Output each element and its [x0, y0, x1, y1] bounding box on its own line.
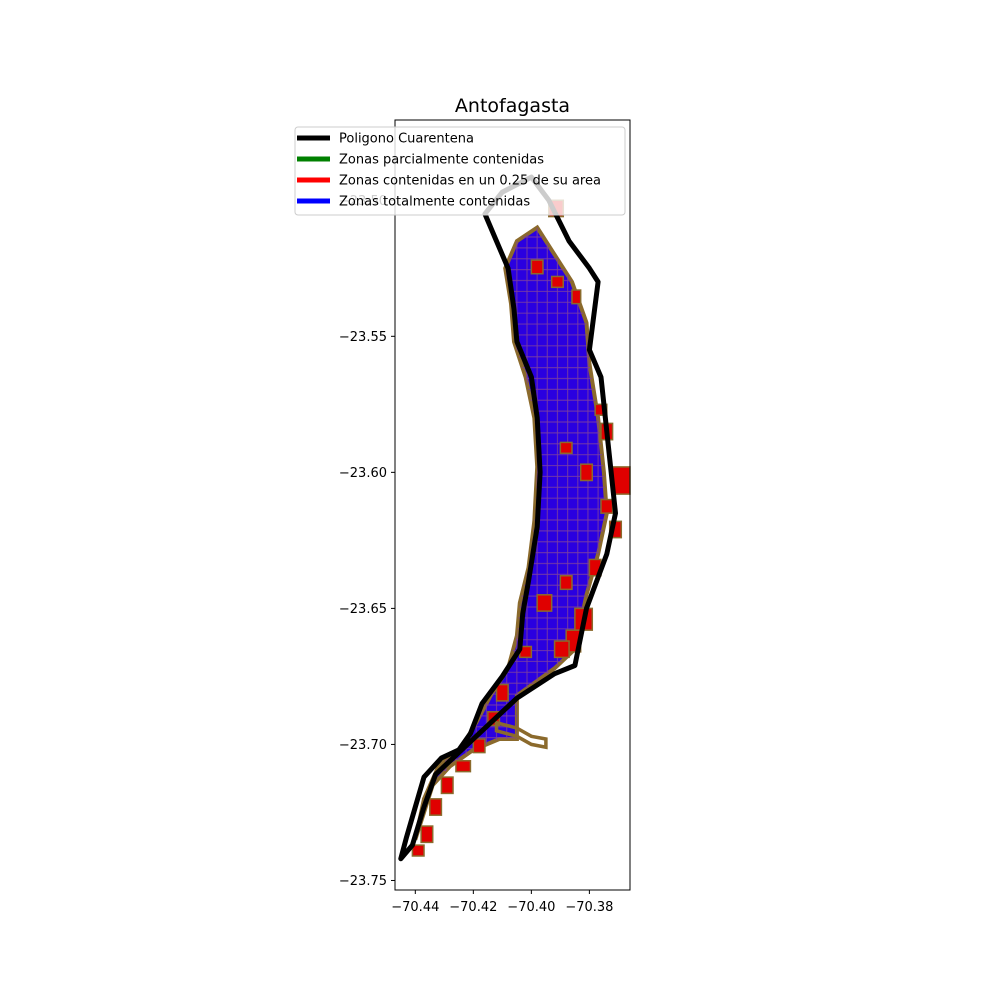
quarter-zone-26	[411, 844, 425, 857]
quarter-zone-7	[559, 441, 573, 455]
chart-title: Antofagasta	[455, 95, 570, 117]
quarter-zone-17	[553, 640, 570, 659]
x-tick-label: −70.42	[449, 900, 497, 915]
x-tick-label: −70.44	[391, 900, 439, 915]
legend: Poligono Cuarentena Zonas parcialmente co…	[294, 126, 626, 216]
quarter-zone-23	[440, 776, 454, 795]
y-tick-label: −23.65	[339, 602, 387, 617]
y-tick-label: −23.55	[339, 330, 387, 345]
y-tick-label: −23.60	[339, 466, 387, 481]
quarter-zone-10	[600, 498, 614, 514]
legend-label: Zonas parcialmente contenidas	[339, 153, 544, 168]
legend-label: Poligono Cuarentena	[339, 132, 474, 147]
quarter-zone-13	[559, 574, 573, 591]
quarter-zone-21	[472, 738, 486, 754]
legend-box	[294, 126, 626, 216]
quarter-zone-25	[420, 825, 434, 844]
axes-frame	[394, 119, 631, 891]
quarter-zone-4	[571, 289, 582, 305]
quarter-zone-3	[550, 275, 565, 289]
partial-zone-pier	[494, 720, 548, 750]
x-tick-label: −70.40	[507, 900, 555, 915]
legend-label: Zonas totalmente contenidas	[339, 195, 530, 210]
quarter-zone-8	[579, 463, 594, 482]
quarter-zone-14	[536, 594, 553, 612]
legend-label: Zonas contenidas en un 0.25 de su area	[339, 174, 601, 189]
quarter-zone-22	[455, 760, 472, 773]
quarter-zone-24	[429, 798, 443, 816]
quarter-zone-19	[495, 683, 509, 702]
y-tick-label: −23.75	[339, 874, 387, 889]
x-tick-label: −70.38	[565, 900, 613, 915]
quarter-zone-2	[530, 259, 544, 275]
y-tick-label: −23.70	[339, 738, 387, 753]
quarantine-polygon	[398, 174, 618, 862]
